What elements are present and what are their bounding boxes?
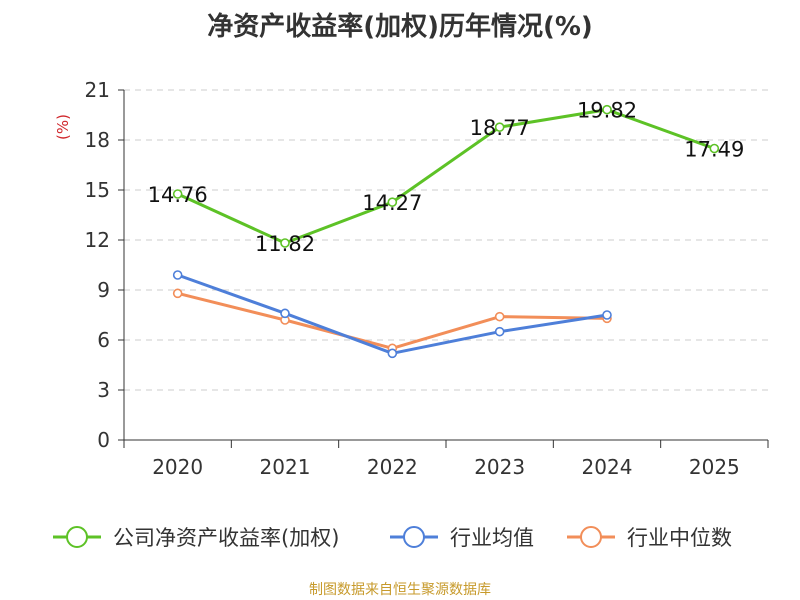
data-point[interactable] [280,238,290,248]
y-tick-label: 21 [85,78,110,102]
legend-item-2[interactable]: 行业中位数 [567,526,732,550]
data-labels: 14.76 11.82 14.27 18.77 19.82 17.49 [148,99,745,256]
data-point[interactable] [387,348,398,359]
legend-item-0[interactable]: 公司净资产收益率(加权) [53,526,339,550]
y-tick-label: 6 [97,328,110,352]
legend-label: 行业中位数 [627,526,732,550]
y-axis-label: (%) [54,114,72,140]
y-tick-label: 18 [85,128,110,152]
data-point[interactable] [494,122,505,132]
legend-swatch-marker [66,526,88,548]
data-label: 17.49 [684,138,744,162]
axes: 0 3 6 9 12 15 18 21 2020 2021 2022 2023 2024 2025 [85,78,769,479]
data-point[interactable] [494,326,505,337]
grid-lines [124,89,768,391]
legend-item-1[interactable]: 行业均值 [390,526,534,550]
y-tick-label: 15 [85,178,110,202]
data-point[interactable] [494,311,505,322]
legend-swatch-marker [403,526,425,548]
x-tick-label: 2020 [152,455,203,479]
series [172,104,720,359]
y-tick-label: 0 [97,428,110,452]
data-point[interactable] [709,143,720,154]
legend-label: 行业均值 [450,526,534,550]
x-tick-label: 2021 [260,455,311,479]
x-tick-label: 2024 [582,455,633,479]
data-label: 19.82 [577,99,637,123]
data-label: 14.76 [148,183,208,207]
data-point[interactable] [387,197,398,207]
series-line-1 [176,273,609,355]
series-line-0 [176,108,716,245]
chart-title: 净资产收益率(加权)历年情况(%) [207,12,593,42]
data-label: 18.77 [470,116,530,140]
data-point[interactable] [172,270,183,280]
y-tick-label: 9 [97,278,110,302]
data-label: 14.27 [362,191,422,215]
y-tick-label: 12 [85,228,110,252]
data-point[interactable] [280,308,290,319]
legend[interactable]: 公司净资产收益率(加权) 行业均值 行业中位数 [53,526,732,550]
source-note: 制图数据来自恒生聚源数据库 [309,582,491,598]
x-tick-label: 2023 [474,455,525,479]
data-point[interactable] [602,310,612,320]
legend-swatch-marker [580,526,602,548]
data-label: 11.82 [255,232,315,256]
y-tick-label: 3 [97,378,110,402]
data-point[interactable] [602,104,612,115]
legend-label: 公司净资产收益率(加权) [113,526,339,550]
x-tick-label: 2022 [367,455,418,479]
data-point[interactable] [172,189,183,199]
data-point[interactable] [172,288,183,299]
x-tick-label: 2025 [689,455,740,479]
